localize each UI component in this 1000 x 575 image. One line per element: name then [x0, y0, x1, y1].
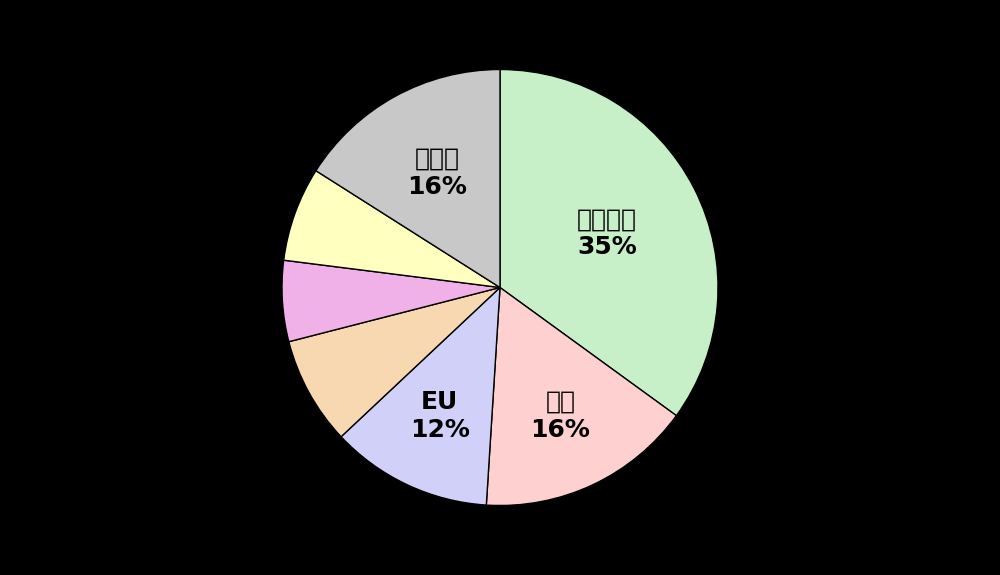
Wedge shape [486, 288, 676, 505]
Wedge shape [284, 171, 500, 288]
Wedge shape [341, 288, 500, 505]
Text: その他
16%: その他 16% [407, 147, 467, 199]
Wedge shape [500, 70, 718, 416]
Text: EU
12%: EU 12% [410, 390, 470, 442]
Wedge shape [282, 260, 500, 342]
Wedge shape [289, 288, 500, 437]
Wedge shape [316, 70, 500, 288]
Text: ブラジル
35%: ブラジル 35% [577, 207, 637, 259]
Text: 中国
16%: 中国 16% [530, 390, 590, 442]
